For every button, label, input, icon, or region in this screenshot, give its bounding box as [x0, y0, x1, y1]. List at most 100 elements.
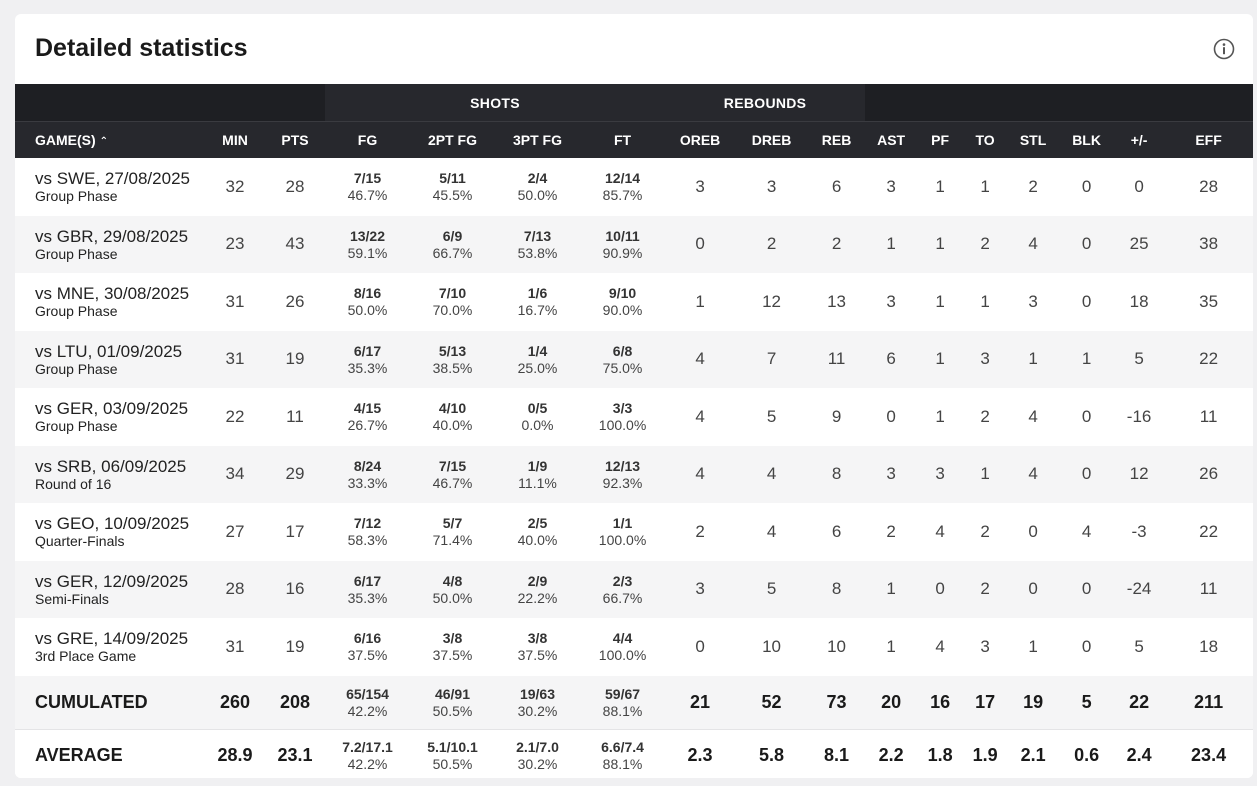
cell-ast: 1: [865, 215, 918, 273]
game-opponent[interactable]: vs SRB, 06/09/2025: [35, 456, 187, 476]
group-blank-right: [865, 84, 1253, 122]
game-opponent[interactable]: vs SWE, 27/08/2025: [35, 169, 190, 189]
game-cell[interactable]: vs LTU, 01/09/2025 Group Phase: [15, 330, 205, 388]
fg2-made: 5/13: [438, 342, 467, 359]
fg-pct: 50.0%: [347, 302, 388, 319]
cell-ft: 6/8 75.0%: [580, 330, 666, 388]
table-row[interactable]: vs GER, 03/09/2025 Group Phase 22 11 4/15 26.…: [15, 388, 1253, 446]
cell-ft: 6.6/7.4 88.1%: [580, 728, 666, 778]
table-row[interactable]: vs SWE, 27/08/2025 Group Phase 32 28 7/15 46.…: [15, 158, 1253, 216]
cell-stl: 19: [1007, 675, 1060, 729]
game-opponent[interactable]: vs GEO, 10/09/2025: [35, 514, 190, 534]
cell-min: 31: [225, 291, 245, 311]
cell-to: 3: [980, 636, 990, 656]
game-opponent[interactable]: vs GER, 12/09/2025: [35, 571, 189, 591]
game-cell[interactable]: vs GBR, 29/08/2025 Group Phase: [15, 215, 205, 273]
fg3-pct: 11.1%: [518, 474, 557, 491]
game-opponent[interactable]: vs MNE, 30/08/2025: [35, 284, 190, 304]
cell-reb: 73: [808, 675, 866, 729]
game-phase: Group Phase: [35, 360, 118, 377]
fg-made: 4/15: [353, 400, 382, 417]
table-row[interactable]: vs GER, 12/09/2025 Semi-Finals 28 16 6/17 35.…: [15, 560, 1253, 618]
table-row[interactable]: vs SRB, 06/09/2025 Round of 16 34 29 8/24 33.…: [15, 445, 1253, 503]
fg3-made: 1/4: [527, 342, 548, 359]
sort-asc-icon[interactable]: ⌃: [99, 135, 109, 147]
table-row[interactable]: vs GEO, 10/09/2025 Quarter-Finals 27 17 7/12…: [15, 503, 1253, 561]
fg-pct: 33.3%: [347, 474, 388, 491]
fg-pct: 42.2%: [347, 702, 388, 719]
cell-reb: 8: [808, 560, 866, 618]
group-shots: SHOTS: [325, 84, 666, 122]
col-oreb[interactable]: OREB: [665, 121, 736, 158]
cell-dreb: 3: [766, 176, 777, 196]
col-2pt-fg[interactable]: 2PT FG: [410, 121, 495, 158]
cell-min: 28.9: [205, 728, 265, 778]
cell-dreb: 5.8: [735, 728, 809, 778]
col-min[interactable]: MIN: [205, 121, 265, 158]
cell-3pt-fg: 19/63 30.2%: [495, 675, 580, 729]
game-opponent[interactable]: vs GRE, 14/09/2025: [35, 629, 189, 649]
col-stl[interactable]: STL: [1007, 121, 1060, 158]
col-3pt-fg[interactable]: 3PT FG: [495, 121, 580, 158]
game-cell[interactable]: vs SWE, 27/08/2025 Group Phase: [15, 158, 205, 216]
col-fg[interactable]: FG: [325, 121, 410, 158]
table-row[interactable]: vs MNE, 30/08/2025 Group Phase 31 26 8/16 50.…: [15, 273, 1253, 331]
game-opponent[interactable]: vs GBR, 29/08/2025: [35, 226, 189, 246]
cell-blk: 0: [1081, 636, 1092, 656]
fg3-pct: 22.2%: [517, 589, 558, 606]
cell-pf: 1: [935, 291, 945, 311]
ft-pct: 88.1%: [602, 756, 643, 772]
fg3-made: 2/9: [527, 572, 548, 589]
col-dreb[interactable]: DREB: [735, 121, 809, 158]
col-pts[interactable]: PTS: [265, 121, 325, 158]
game-cell[interactable]: vs MNE, 30/08/2025 Group Phase: [15, 273, 205, 331]
fg3-pct: 0.0%: [521, 417, 554, 434]
col-plus-minus[interactable]: +/-: [1114, 121, 1165, 158]
fg2-pct: 40.0%: [432, 417, 473, 434]
col-blk[interactable]: BLK: [1059, 121, 1115, 158]
game-cell[interactable]: vs GRE, 14/09/2025 3rd Place Game: [15, 618, 205, 676]
cell-stl: 4: [1028, 406, 1038, 426]
col-ast[interactable]: AST: [865, 121, 918, 158]
ft-made: 10/11: [605, 227, 640, 244]
cell-pf: 1: [935, 406, 945, 426]
col-games[interactable]: GAME(S) ⌃: [15, 121, 205, 158]
fg2-pct: 50.5%: [432, 702, 473, 719]
fg2-pct: 70.0%: [432, 302, 473, 319]
game-opponent[interactable]: vs GER, 03/09/2025: [35, 399, 189, 419]
fg3-made: 2/5: [527, 515, 548, 532]
game-cell[interactable]: vs GEO, 10/09/2025 Quarter-Finals: [15, 503, 205, 561]
cell-ast: 1: [886, 636, 896, 656]
game-phase: Group Phase: [35, 188, 118, 205]
cell-pf: 0: [917, 560, 964, 618]
fg3-pct: 30.2%: [517, 756, 558, 772]
cell-oreb: 2.3: [665, 728, 736, 778]
game-cell[interactable]: vs GER, 12/09/2025 Semi-Finals: [15, 560, 205, 618]
fg3-made: 0/5: [527, 400, 548, 417]
col-to[interactable]: TO: [963, 121, 1008, 158]
cell-pts: 28: [285, 176, 305, 196]
cell-stl: 2: [1028, 176, 1038, 196]
col-eff[interactable]: EFF: [1164, 121, 1253, 158]
cell-stl: 4: [1007, 215, 1060, 273]
game-phase: Group Phase: [35, 303, 118, 320]
col-reb[interactable]: REB: [808, 121, 866, 158]
table-row[interactable]: vs LTU, 01/09/2025 Group Phase 31 19 6/17 35.…: [15, 330, 1253, 388]
info-icon[interactable]: [1213, 38, 1235, 60]
ft-pct: 100.0%: [598, 417, 647, 434]
fg-made: 6/16: [353, 630, 382, 647]
game-cell[interactable]: vs GER, 03/09/2025 Group Phase: [15, 388, 205, 446]
cell-stl: 1: [1007, 330, 1060, 388]
table-row[interactable]: vs GBR, 29/08/2025 Group Phase 23 43 13/22 59…: [15, 215, 1253, 273]
game-opponent[interactable]: vs LTU, 01/09/2025: [35, 341, 183, 361]
cell-pts: 11: [286, 406, 304, 426]
stats-table-body: vs SWE, 27/08/2025 Group Phase 32 28 7/15 46.…: [15, 158, 1253, 676]
cell-ast: 6: [865, 330, 918, 388]
fg2-pct: 71.4%: [432, 532, 473, 549]
col-ft[interactable]: FT: [580, 121, 666, 158]
col-pf[interactable]: PF: [917, 121, 964, 158]
game-cell[interactable]: vs SRB, 06/09/2025 Round of 16: [15, 445, 205, 503]
cell-reb: 8.1: [808, 728, 866, 778]
fg-made: 6/17: [353, 342, 382, 359]
table-row[interactable]: vs GRE, 14/09/2025 3rd Place Game 31 19 6/16…: [15, 618, 1253, 676]
